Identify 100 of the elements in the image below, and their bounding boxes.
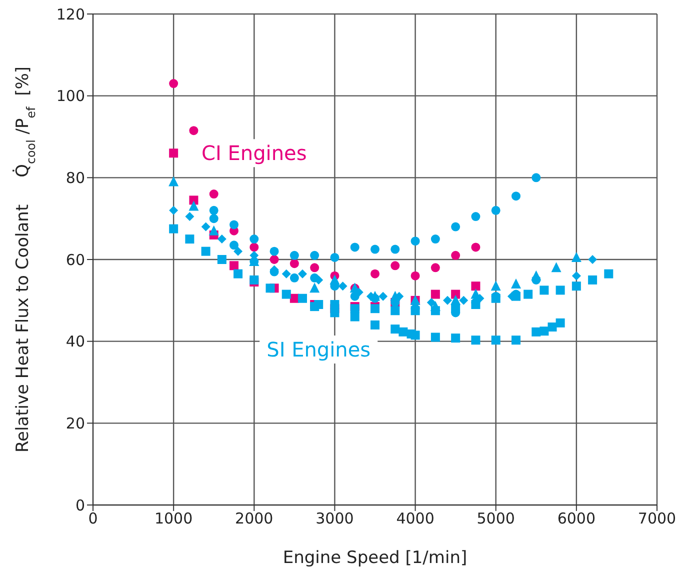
point bbox=[378, 292, 388, 301]
annotation: SI Engines bbox=[266, 338, 371, 362]
point bbox=[250, 234, 259, 244]
point bbox=[390, 306, 400, 316]
y-tick-label: 80 bbox=[66, 168, 85, 187]
point bbox=[370, 320, 380, 330]
point bbox=[188, 200, 199, 211]
point bbox=[230, 261, 238, 270]
point bbox=[310, 250, 320, 260]
point bbox=[310, 282, 320, 293]
point bbox=[491, 336, 500, 345]
point bbox=[556, 318, 565, 328]
point bbox=[189, 126, 198, 136]
point bbox=[169, 79, 178, 88]
point bbox=[350, 242, 360, 252]
y-tick-label: 120 bbox=[56, 5, 85, 24]
point bbox=[430, 263, 440, 272]
y-tick-label: 60 bbox=[66, 250, 85, 269]
point bbox=[201, 246, 210, 256]
point bbox=[209, 214, 218, 224]
point bbox=[217, 255, 226, 264]
y-tick-label: 40 bbox=[66, 332, 85, 351]
point bbox=[185, 212, 194, 222]
point bbox=[169, 148, 178, 158]
y-tick-label: 100 bbox=[56, 87, 85, 106]
point bbox=[208, 225, 219, 236]
point bbox=[169, 224, 178, 234]
point bbox=[330, 308, 340, 318]
point bbox=[168, 176, 179, 186]
point bbox=[310, 302, 320, 312]
point bbox=[512, 336, 520, 345]
point bbox=[430, 306, 440, 316]
point bbox=[330, 274, 340, 284]
point bbox=[209, 190, 218, 199]
point bbox=[572, 271, 581, 280]
x-tick-label: 4000 bbox=[396, 510, 434, 528]
point bbox=[209, 206, 218, 215]
annotation: CI Engines bbox=[202, 141, 307, 166]
point bbox=[511, 278, 521, 289]
x-tick-label: 3000 bbox=[316, 510, 354, 528]
point bbox=[604, 269, 614, 278]
point bbox=[282, 269, 291, 278]
point bbox=[459, 296, 468, 305]
point bbox=[556, 286, 565, 295]
point bbox=[410, 271, 420, 280]
x-tick-label: 1000 bbox=[154, 510, 193, 528]
point bbox=[524, 290, 533, 299]
x-tick-label: 5000 bbox=[476, 510, 515, 528]
point bbox=[471, 336, 480, 345]
x-tick-label: 6000 bbox=[557, 510, 596, 528]
point bbox=[189, 196, 198, 205]
point bbox=[548, 322, 557, 332]
point bbox=[551, 262, 562, 272]
point bbox=[350, 312, 360, 322]
point bbox=[451, 334, 460, 343]
x-tick-label: 0 bbox=[88, 510, 98, 528]
point bbox=[390, 261, 400, 270]
point bbox=[298, 269, 307, 278]
point bbox=[330, 252, 340, 262]
point bbox=[338, 282, 348, 291]
point bbox=[290, 273, 299, 282]
point bbox=[230, 220, 238, 230]
point bbox=[571, 252, 582, 262]
x-tick-label: 7000 bbox=[638, 510, 676, 528]
point bbox=[250, 242, 259, 252]
point bbox=[410, 236, 420, 246]
point bbox=[290, 250, 299, 260]
point bbox=[588, 275, 598, 284]
point bbox=[266, 284, 275, 293]
point bbox=[572, 282, 581, 291]
point bbox=[250, 275, 259, 284]
point bbox=[443, 296, 452, 305]
point bbox=[512, 192, 520, 201]
point bbox=[540, 286, 549, 295]
x-tick-label: 2000 bbox=[235, 510, 274, 528]
point bbox=[451, 222, 460, 232]
point bbox=[370, 269, 380, 278]
point bbox=[234, 246, 243, 256]
point bbox=[185, 234, 194, 244]
point bbox=[471, 212, 480, 222]
point bbox=[298, 294, 307, 303]
point bbox=[471, 242, 480, 252]
point bbox=[540, 326, 549, 336]
point bbox=[410, 330, 420, 340]
point bbox=[390, 324, 400, 334]
point bbox=[230, 240, 238, 250]
point bbox=[290, 259, 299, 268]
point bbox=[532, 173, 541, 182]
point bbox=[491, 206, 500, 215]
point bbox=[451, 290, 460, 299]
point bbox=[471, 282, 480, 291]
point bbox=[426, 298, 436, 307]
point bbox=[270, 246, 279, 256]
point bbox=[234, 269, 243, 278]
x-axis-title: Engine Speed [1/min] bbox=[282, 548, 468, 568]
point bbox=[451, 304, 460, 314]
y-tick-label: 0 bbox=[75, 496, 85, 514]
point bbox=[310, 263, 320, 272]
point bbox=[169, 206, 178, 215]
point bbox=[532, 327, 541, 336]
